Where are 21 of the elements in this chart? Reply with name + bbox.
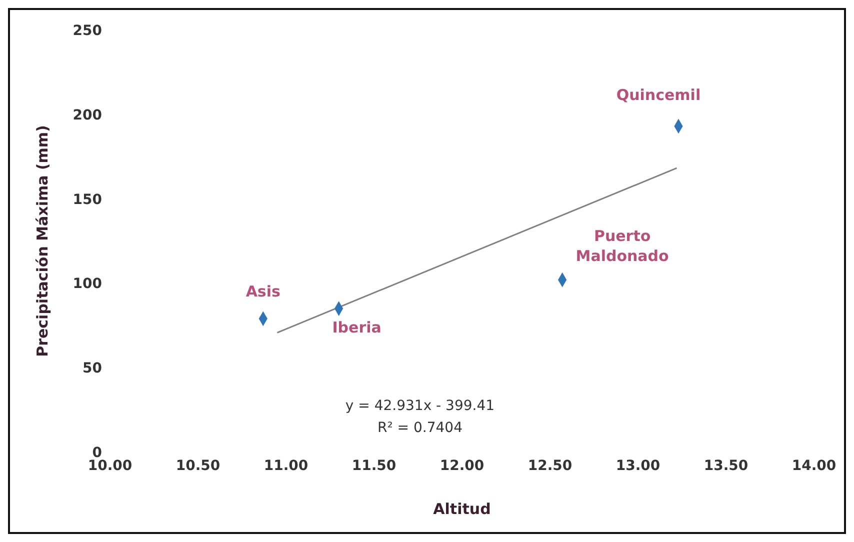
annotation: y = 42.931x - 399.41 [344,398,496,414]
x-tick-label: 12.00 [440,458,484,474]
x-tick-label: 14.00 [792,458,836,474]
annotation: Quincemil [616,86,701,104]
x-tick-label: 13.00 [616,458,660,474]
y-tick-label: 100 [72,276,102,292]
annotation: Puerto Maldonado [576,226,669,265]
x-tick-label: 11.50 [352,458,396,474]
x-tick-label: 12.50 [528,458,572,474]
x-tick-label: 13.50 [704,458,748,474]
x-tick-label: 10.50 [176,458,220,474]
annotation: R² = 0.7404 [376,420,464,436]
y-tick-label: 200 [72,107,102,124]
y-axis-title: Precipitación Máxima (mm) [33,125,52,357]
annotation: Iberia [332,318,382,337]
annotation: Asis [246,282,280,301]
x-tick-label: 11.00 [264,458,308,474]
x-axis-title: Altitud [433,500,491,518]
y-tick-label: 150 [72,192,102,208]
y-tick-label: 250 [72,22,102,39]
y-tick-label: 50 [82,360,102,377]
